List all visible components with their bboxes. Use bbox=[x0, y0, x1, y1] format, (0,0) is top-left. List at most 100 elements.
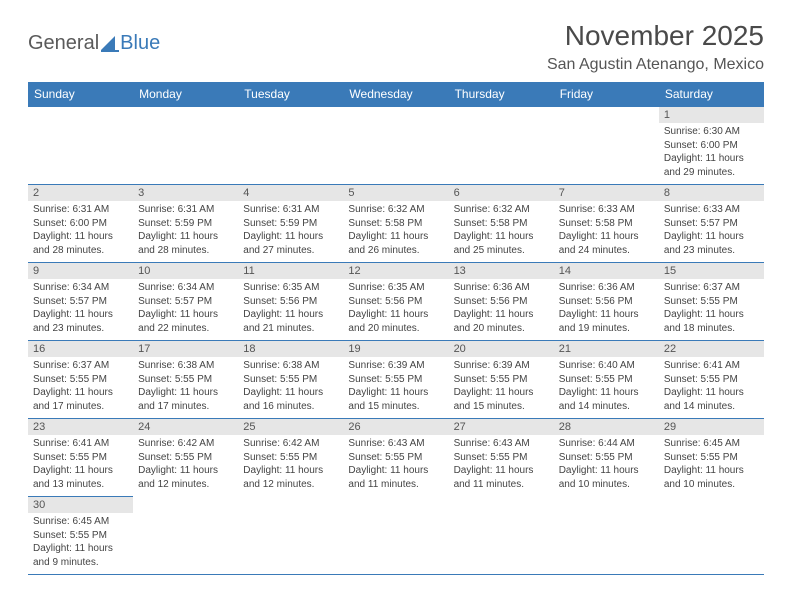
sunrise-text: Sunrise: 6:36 AM bbox=[454, 281, 549, 295]
sunrise-text: Sunrise: 6:31 AM bbox=[33, 203, 128, 217]
day-details: Sunrise: 6:32 AMSunset: 5:58 PMDaylight:… bbox=[449, 201, 554, 259]
sunrise-text: Sunrise: 6:45 AM bbox=[33, 515, 128, 529]
day-number: 14 bbox=[554, 263, 659, 279]
sunrise-text: Sunrise: 6:41 AM bbox=[33, 437, 128, 451]
calendar-week-row: 9Sunrise: 6:34 AMSunset: 5:57 PMDaylight… bbox=[28, 263, 764, 341]
calendar-cell: 3Sunrise: 6:31 AMSunset: 5:59 PMDaylight… bbox=[133, 185, 238, 263]
sunrise-text: Sunrise: 6:37 AM bbox=[664, 281, 759, 295]
day-details: Sunrise: 6:33 AMSunset: 5:57 PMDaylight:… bbox=[659, 201, 764, 259]
day-details: Sunrise: 6:42 AMSunset: 5:55 PMDaylight:… bbox=[238, 435, 343, 493]
calendar-cell bbox=[238, 107, 343, 185]
sunrise-text: Sunrise: 6:39 AM bbox=[348, 359, 443, 373]
sunrise-text: Sunrise: 6:34 AM bbox=[138, 281, 233, 295]
calendar-cell: 8Sunrise: 6:33 AMSunset: 5:57 PMDaylight… bbox=[659, 185, 764, 263]
day-number: 27 bbox=[449, 419, 554, 435]
sunset-text: Sunset: 5:55 PM bbox=[138, 451, 233, 465]
day-details: Sunrise: 6:37 AMSunset: 5:55 PMDaylight:… bbox=[28, 357, 133, 415]
calendar-cell: 20Sunrise: 6:39 AMSunset: 5:55 PMDayligh… bbox=[449, 341, 554, 419]
sunset-text: Sunset: 5:55 PM bbox=[348, 373, 443, 387]
sunrise-text: Sunrise: 6:38 AM bbox=[243, 359, 338, 373]
logo-text-1: General bbox=[28, 32, 99, 55]
sunset-text: Sunset: 5:55 PM bbox=[243, 373, 338, 387]
day-number: 6 bbox=[449, 185, 554, 201]
calendar-week-row: 30Sunrise: 6:45 AMSunset: 5:55 PMDayligh… bbox=[28, 497, 764, 575]
calendar-week-row: 16Sunrise: 6:37 AMSunset: 5:55 PMDayligh… bbox=[28, 341, 764, 419]
day-details: Sunrise: 6:39 AMSunset: 5:55 PMDaylight:… bbox=[449, 357, 554, 415]
sunset-text: Sunset: 5:58 PM bbox=[348, 217, 443, 231]
day-number: 8 bbox=[659, 185, 764, 201]
daylight-text: Daylight: 11 hours and 15 minutes. bbox=[454, 386, 549, 413]
calendar-week-row: 23Sunrise: 6:41 AMSunset: 5:55 PMDayligh… bbox=[28, 419, 764, 497]
sunset-text: Sunset: 5:58 PM bbox=[454, 217, 549, 231]
calendar-cell bbox=[449, 107, 554, 185]
sunset-text: Sunset: 5:56 PM bbox=[559, 295, 654, 309]
daylight-text: Daylight: 11 hours and 17 minutes. bbox=[138, 386, 233, 413]
daylight-text: Daylight: 11 hours and 18 minutes. bbox=[664, 308, 759, 335]
calendar-cell: 11Sunrise: 6:35 AMSunset: 5:56 PMDayligh… bbox=[238, 263, 343, 341]
day-number: 25 bbox=[238, 419, 343, 435]
calendar-cell: 30Sunrise: 6:45 AMSunset: 5:55 PMDayligh… bbox=[28, 497, 133, 575]
day-number: 19 bbox=[343, 341, 448, 357]
sunrise-text: Sunrise: 6:35 AM bbox=[348, 281, 443, 295]
sunset-text: Sunset: 6:00 PM bbox=[664, 139, 759, 153]
day-number: 13 bbox=[449, 263, 554, 279]
sunset-text: Sunset: 5:55 PM bbox=[454, 373, 549, 387]
sunset-text: Sunset: 5:56 PM bbox=[454, 295, 549, 309]
day-number: 2 bbox=[28, 185, 133, 201]
day-details: Sunrise: 6:34 AMSunset: 5:57 PMDaylight:… bbox=[28, 279, 133, 337]
sunrise-text: Sunrise: 6:34 AM bbox=[33, 281, 128, 295]
sunset-text: Sunset: 5:55 PM bbox=[33, 451, 128, 465]
calendar-cell bbox=[238, 497, 343, 575]
sunset-text: Sunset: 5:55 PM bbox=[664, 295, 759, 309]
daylight-text: Daylight: 11 hours and 11 minutes. bbox=[348, 464, 443, 491]
sunrise-text: Sunrise: 6:31 AM bbox=[138, 203, 233, 217]
calendar-cell bbox=[554, 497, 659, 575]
sunrise-text: Sunrise: 6:36 AM bbox=[559, 281, 654, 295]
sunset-text: Sunset: 5:55 PM bbox=[664, 373, 759, 387]
day-details: Sunrise: 6:31 AMSunset: 6:00 PMDaylight:… bbox=[28, 201, 133, 259]
sunset-text: Sunset: 5:57 PM bbox=[33, 295, 128, 309]
daylight-text: Daylight: 11 hours and 19 minutes. bbox=[559, 308, 654, 335]
day-number: 9 bbox=[28, 263, 133, 279]
day-details: Sunrise: 6:41 AMSunset: 5:55 PMDaylight:… bbox=[659, 357, 764, 415]
sunrise-text: Sunrise: 6:33 AM bbox=[559, 203, 654, 217]
sunset-text: Sunset: 5:55 PM bbox=[664, 451, 759, 465]
calendar-cell: 9Sunrise: 6:34 AMSunset: 5:57 PMDaylight… bbox=[28, 263, 133, 341]
sunset-text: Sunset: 5:55 PM bbox=[348, 451, 443, 465]
day-number: 17 bbox=[133, 341, 238, 357]
daylight-text: Daylight: 11 hours and 10 minutes. bbox=[559, 464, 654, 491]
sunrise-text: Sunrise: 6:30 AM bbox=[664, 125, 759, 139]
day-details: Sunrise: 6:30 AMSunset: 6:00 PMDaylight:… bbox=[659, 123, 764, 181]
daylight-text: Daylight: 11 hours and 29 minutes. bbox=[664, 152, 759, 179]
calendar-cell: 24Sunrise: 6:42 AMSunset: 5:55 PMDayligh… bbox=[133, 419, 238, 497]
daylight-text: Daylight: 11 hours and 26 minutes. bbox=[348, 230, 443, 257]
sunset-text: Sunset: 5:56 PM bbox=[243, 295, 338, 309]
day-details: Sunrise: 6:35 AMSunset: 5:56 PMDaylight:… bbox=[343, 279, 448, 337]
daylight-text: Daylight: 11 hours and 20 minutes. bbox=[348, 308, 443, 335]
calendar-table: SundayMondayTuesdayWednesdayThursdayFrid… bbox=[28, 82, 764, 575]
day-number: 15 bbox=[659, 263, 764, 279]
day-number: 10 bbox=[133, 263, 238, 279]
calendar-cell bbox=[28, 107, 133, 185]
day-number: 21 bbox=[554, 341, 659, 357]
sunset-text: Sunset: 5:55 PM bbox=[559, 451, 654, 465]
day-header: Friday bbox=[554, 82, 659, 107]
calendar-cell: 2Sunrise: 6:31 AMSunset: 6:00 PMDaylight… bbox=[28, 185, 133, 263]
day-header: Sunday bbox=[28, 82, 133, 107]
calendar-cell: 14Sunrise: 6:36 AMSunset: 5:56 PMDayligh… bbox=[554, 263, 659, 341]
calendar-body: 1Sunrise: 6:30 AMSunset: 6:00 PMDaylight… bbox=[28, 107, 764, 575]
day-details: Sunrise: 6:36 AMSunset: 5:56 PMDaylight:… bbox=[554, 279, 659, 337]
calendar-cell bbox=[343, 497, 448, 575]
calendar-cell: 19Sunrise: 6:39 AMSunset: 5:55 PMDayligh… bbox=[343, 341, 448, 419]
sunrise-text: Sunrise: 6:42 AM bbox=[243, 437, 338, 451]
day-header: Thursday bbox=[449, 82, 554, 107]
daylight-text: Daylight: 11 hours and 9 minutes. bbox=[33, 542, 128, 569]
day-number: 18 bbox=[238, 341, 343, 357]
day-number: 16 bbox=[28, 341, 133, 357]
sunset-text: Sunset: 5:55 PM bbox=[33, 373, 128, 387]
day-number: 5 bbox=[343, 185, 448, 201]
calendar-cell bbox=[659, 497, 764, 575]
calendar-cell: 21Sunrise: 6:40 AMSunset: 5:55 PMDayligh… bbox=[554, 341, 659, 419]
daylight-text: Daylight: 11 hours and 22 minutes. bbox=[138, 308, 233, 335]
day-details: Sunrise: 6:45 AMSunset: 5:55 PMDaylight:… bbox=[659, 435, 764, 493]
